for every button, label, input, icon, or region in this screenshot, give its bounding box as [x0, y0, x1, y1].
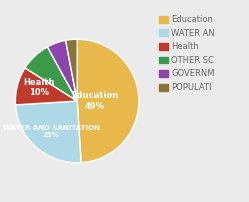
Wedge shape [25, 47, 77, 101]
Text: Education
49%: Education 49% [71, 91, 118, 111]
Wedge shape [48, 40, 77, 101]
Wedge shape [15, 101, 81, 163]
Text: Health
10%: Health 10% [23, 78, 55, 97]
Legend: Education, WATER AN, Health, OTHER SC, GOVERNM, POPULATI: Education, WATER AN, Health, OTHER SC, G… [159, 14, 216, 93]
Wedge shape [66, 39, 77, 101]
Text: WATER AND SANITATION
25%: WATER AND SANITATION 25% [3, 125, 100, 138]
Wedge shape [15, 68, 77, 105]
Wedge shape [77, 39, 139, 163]
